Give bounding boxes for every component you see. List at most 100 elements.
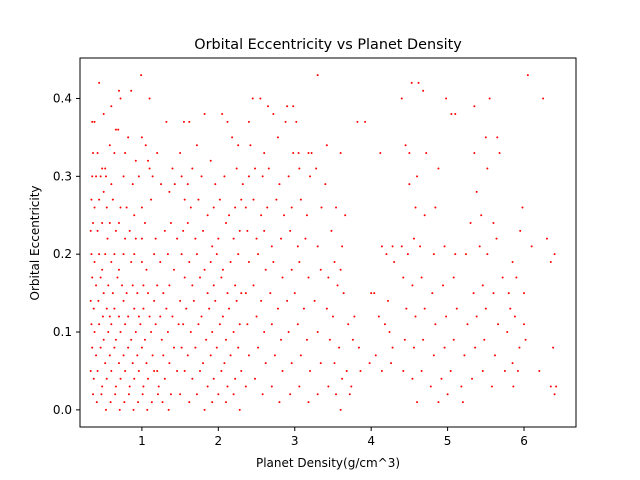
- data-point: [160, 338, 163, 341]
- data-point: [364, 120, 367, 123]
- data-point: [472, 292, 475, 295]
- data-point: [307, 276, 310, 279]
- data-point: [92, 377, 95, 380]
- data-point: [108, 315, 111, 318]
- data-point: [437, 167, 440, 170]
- data-point: [255, 315, 258, 318]
- data-point: [411, 377, 414, 380]
- data-point: [165, 307, 168, 310]
- data-point: [104, 408, 107, 411]
- data-point: [220, 276, 223, 279]
- data-point: [404, 144, 407, 147]
- data-point: [259, 97, 262, 100]
- data-point: [145, 268, 148, 271]
- data-point: [183, 198, 186, 201]
- data-point: [481, 369, 484, 372]
- data-point: [113, 151, 116, 154]
- data-point: [198, 276, 201, 279]
- data-point: [400, 97, 403, 100]
- data-point: [167, 408, 170, 411]
- data-point: [416, 401, 419, 404]
- data-point: [162, 354, 165, 357]
- data-point: [130, 260, 133, 263]
- data-point: [197, 323, 200, 326]
- data-point: [147, 159, 150, 162]
- data-point: [316, 331, 319, 334]
- data-point: [165, 120, 168, 123]
- data-point: [353, 315, 356, 318]
- data-point: [483, 338, 486, 341]
- data-point: [117, 89, 120, 92]
- data-point: [498, 151, 501, 154]
- data-point: [221, 113, 224, 116]
- data-point: [194, 346, 197, 349]
- data-point: [145, 362, 148, 365]
- data-point: [419, 245, 422, 248]
- data-point: [131, 284, 134, 287]
- data-point: [217, 237, 220, 240]
- data-point: [257, 253, 260, 256]
- chart-title: Orbital Eccentricity vs Planet Density: [194, 37, 462, 53]
- data-point: [380, 245, 383, 248]
- data-point: [299, 354, 302, 357]
- data-point: [91, 175, 94, 178]
- data-point: [488, 97, 491, 100]
- data-point: [206, 292, 209, 295]
- data-point: [412, 237, 415, 240]
- data-point: [104, 175, 107, 178]
- data-point: [264, 362, 267, 365]
- data-point: [251, 97, 254, 100]
- data-point: [492, 292, 495, 295]
- data-point: [122, 354, 125, 357]
- data-point: [342, 292, 345, 295]
- data-point: [102, 113, 105, 116]
- data-point: [380, 369, 383, 372]
- data-point: [101, 268, 104, 271]
- data-point: [224, 222, 227, 225]
- data-point: [297, 151, 300, 154]
- data-point: [461, 401, 464, 404]
- data-point: [203, 113, 206, 116]
- data-point: [393, 260, 396, 263]
- data-point: [108, 222, 111, 225]
- data-point: [320, 206, 323, 209]
- data-point: [316, 74, 319, 77]
- data-point: [289, 229, 292, 232]
- data-point: [140, 346, 143, 349]
- data-point: [107, 331, 110, 334]
- data-point: [130, 89, 133, 92]
- data-point: [189, 331, 192, 334]
- data-point: [473, 151, 476, 154]
- data-point: [238, 323, 241, 326]
- data-point: [148, 315, 151, 318]
- data-point: [137, 175, 140, 178]
- data-point: [127, 136, 130, 139]
- data-point: [235, 167, 238, 170]
- data-point: [501, 276, 504, 279]
- data-point: [417, 81, 420, 84]
- data-point: [133, 214, 136, 217]
- data-point: [142, 284, 145, 287]
- data-point: [176, 369, 179, 372]
- data-point: [214, 299, 217, 302]
- data-point: [134, 159, 137, 162]
- data-point: [275, 198, 278, 201]
- data-point: [350, 385, 353, 388]
- data-point: [114, 229, 117, 232]
- data-point: [195, 393, 198, 396]
- data-point: [254, 377, 257, 380]
- data-point: [226, 120, 229, 123]
- data-point: [408, 183, 411, 186]
- data-point: [179, 151, 182, 154]
- data-point: [202, 229, 205, 232]
- data-point: [249, 144, 252, 147]
- data-point: [99, 346, 102, 349]
- data-point: [151, 354, 154, 357]
- data-point: [114, 393, 117, 396]
- data-point: [247, 354, 250, 357]
- data-point: [151, 175, 154, 178]
- data-point: [113, 307, 116, 310]
- data-point: [153, 299, 156, 302]
- data-point: [101, 222, 104, 225]
